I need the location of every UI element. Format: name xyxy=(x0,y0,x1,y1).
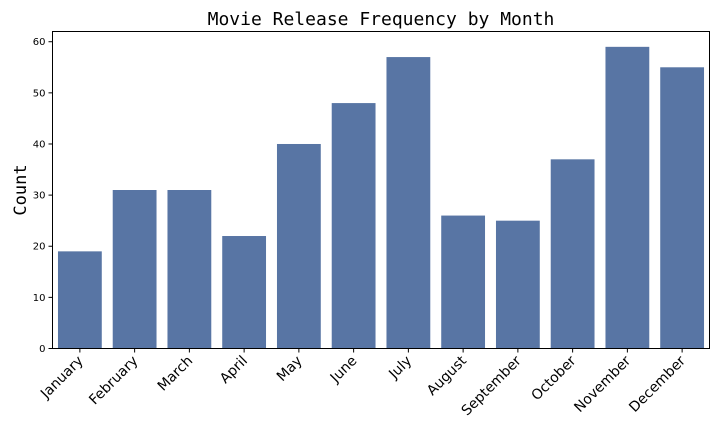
x-tick-label: February xyxy=(86,353,141,408)
x-tick-label: July xyxy=(385,353,415,383)
x-tick-label: March xyxy=(155,353,196,394)
y-tick-label: 0 xyxy=(39,344,45,355)
y-tick-label: 60 xyxy=(33,37,46,48)
chart-title: Movie Release Frequency by Month xyxy=(208,9,555,30)
y-tick-label: 10 xyxy=(33,293,46,304)
x-tick-label: November xyxy=(571,353,634,416)
bars-group xyxy=(57,46,705,349)
bar-july xyxy=(386,57,431,349)
bar-november xyxy=(605,46,650,349)
x-ticks-group: January February March April May June July Augu… xyxy=(37,348,689,419)
y-axis-label: Count xyxy=(11,164,31,215)
y-tick-label: 50 xyxy=(33,88,46,99)
bar-january xyxy=(57,251,102,349)
y-tick-label: 30 xyxy=(33,191,46,202)
x-tick-label: January xyxy=(37,353,87,403)
x-tick-label: December xyxy=(626,353,689,416)
bar-may xyxy=(276,143,321,349)
x-tick-label: October xyxy=(529,353,580,404)
x-tick-label: June xyxy=(327,353,361,387)
bar-october xyxy=(550,159,595,349)
x-tick-label: September xyxy=(459,353,525,419)
x-tick-label: August xyxy=(424,353,470,399)
plot-frame xyxy=(52,31,710,349)
y-tick-label: 40 xyxy=(33,139,46,150)
y-ticks-group: 0 10 20 30 40 50 60 xyxy=(33,37,53,355)
bar-december xyxy=(660,67,705,349)
x-tick-label: May xyxy=(274,353,306,385)
x-tick-label: April xyxy=(217,353,251,387)
bar-september xyxy=(495,220,540,349)
bar-april xyxy=(222,236,267,349)
bar-june xyxy=(331,103,376,349)
y-tick-label: 20 xyxy=(33,242,46,253)
bar-march xyxy=(167,190,212,349)
bar-august xyxy=(441,215,486,349)
bar-february xyxy=(112,190,157,349)
